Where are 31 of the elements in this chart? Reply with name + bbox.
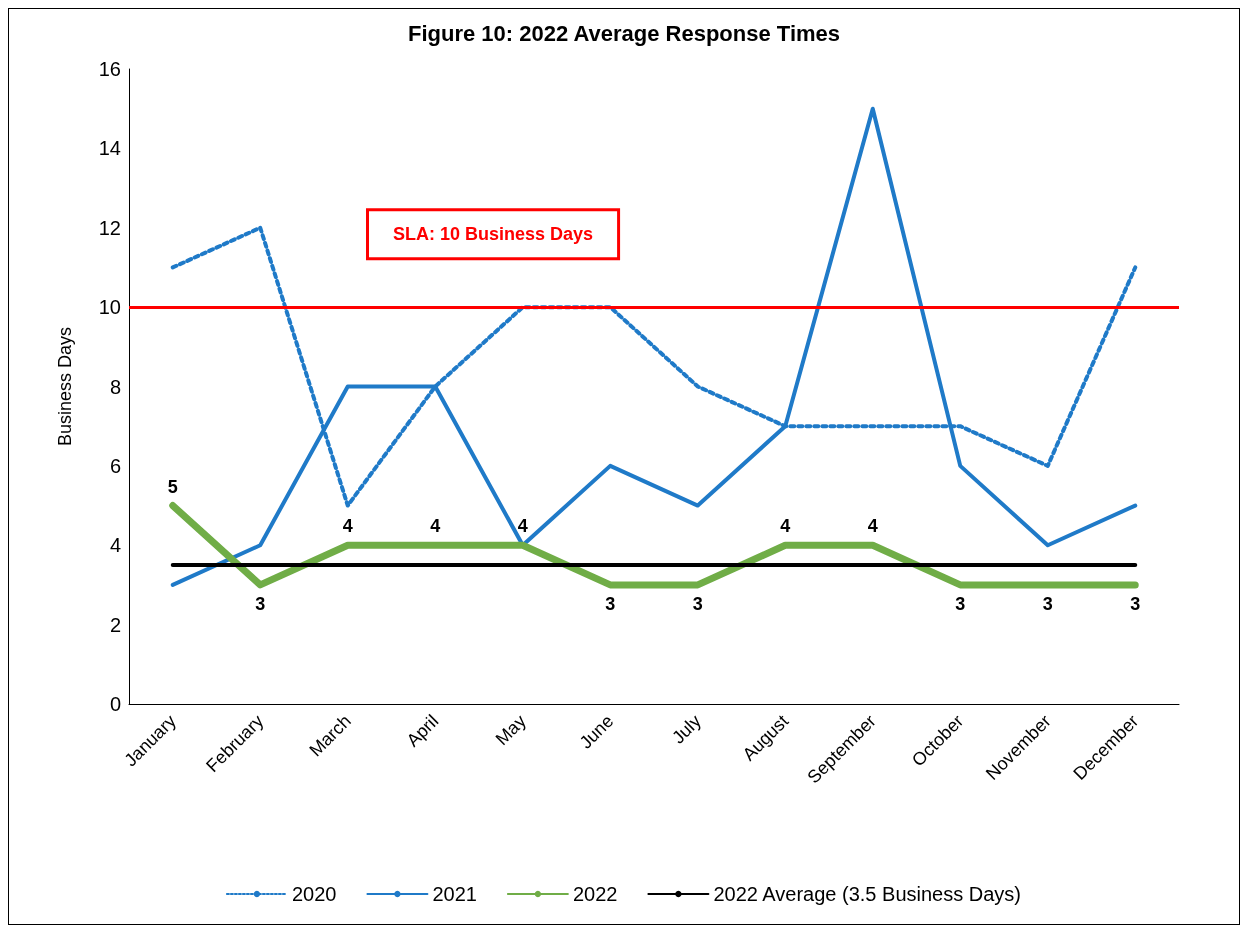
legend-label: 2022	[572, 883, 618, 905]
data-label: 4	[780, 516, 791, 537]
y-tick-label: 14	[98, 137, 121, 160]
data-label: 3	[1130, 593, 1141, 614]
data-label: 3	[1042, 593, 1053, 614]
data-label: 3	[255, 593, 266, 614]
x-tick-label: July	[668, 710, 705, 748]
y-tick-label: 8	[109, 375, 121, 398]
x-tick-label: May	[491, 710, 530, 750]
y-tick-label: 16	[98, 58, 121, 80]
line-series	[170, 106, 1138, 587]
ref-line-label: SLA: 10 Business Days	[393, 224, 594, 245]
chart-title: Figure 10: 2022 Average Response Times	[407, 20, 841, 46]
data-label: 3	[955, 593, 966, 614]
y-tick-label: 6	[109, 454, 121, 477]
y-tick-label: 0	[109, 693, 121, 715]
y-tick-label: 4	[109, 534, 121, 557]
legend-label: 2020	[291, 883, 337, 905]
data-label: 3	[692, 593, 703, 614]
data-label: 4	[342, 516, 353, 537]
y-axis-title: Business Days	[55, 326, 75, 447]
data-label: 4	[430, 516, 441, 537]
y-tick-label: 10	[98, 296, 121, 319]
data-label: 4	[517, 516, 528, 537]
legend-label: 2021	[432, 883, 477, 905]
y-tick-label: 2	[109, 613, 121, 636]
y-tick-label: 12	[98, 216, 121, 239]
data-label: 4	[867, 516, 878, 537]
data-label: 3	[605, 593, 616, 614]
data-label: 5	[167, 476, 178, 497]
legend-label: 2022 Average (3.5 Business Days)	[713, 883, 1021, 905]
